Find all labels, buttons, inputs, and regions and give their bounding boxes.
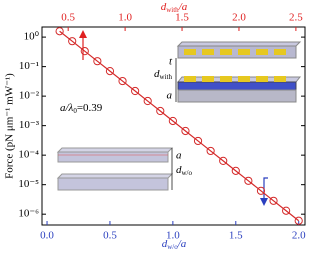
inset-label: dw/o xyxy=(176,164,193,177)
y-tick-label: 10⁻³ xyxy=(19,119,40,131)
x2-tick-label: 1.0 xyxy=(118,12,132,24)
data-point xyxy=(118,76,127,86)
data-point xyxy=(244,176,253,185)
x-tick-label: 0.0 xyxy=(40,230,54,242)
x-tick-label: 1.5 xyxy=(229,230,243,242)
x-tick-label: 1.0 xyxy=(166,230,180,242)
data-point xyxy=(269,196,278,205)
data-point xyxy=(105,66,115,76)
data-point xyxy=(193,136,203,146)
x-tick-label: 0.5 xyxy=(103,230,117,242)
data-point xyxy=(156,106,165,116)
annotation: a/λ0=0.39 xyxy=(60,102,103,115)
inset-label: dwith xyxy=(154,68,172,81)
inset-label: a xyxy=(167,90,173,102)
data-line xyxy=(59,30,300,222)
x-tick-label: 2.0 xyxy=(292,230,306,242)
data-point xyxy=(80,47,89,56)
y-tick-label: 10⁻⁴ xyxy=(18,149,39,161)
inset-label: a xyxy=(176,150,182,162)
data-point xyxy=(55,27,64,36)
data-point xyxy=(93,57,102,66)
inset-top: t dwith a xyxy=(154,41,302,103)
x2-axis-label: dwith/a xyxy=(161,1,188,14)
x2-tick-label: 2.5 xyxy=(289,12,303,24)
data-point xyxy=(206,146,215,156)
data-point xyxy=(231,166,240,175)
y-tick-label: 10⁰ xyxy=(24,31,40,43)
x2-tick-label: 0.5 xyxy=(61,12,75,24)
data-point xyxy=(256,186,266,195)
y-tick-label: 10⁻¹ xyxy=(19,60,39,72)
data-point xyxy=(143,96,152,106)
y-axis-label: Force (pN μm⁻¹ mW⁻¹) xyxy=(4,73,16,179)
y-tick-label: 10⁻⁵ xyxy=(18,178,39,190)
data-point xyxy=(181,126,190,136)
data-point xyxy=(282,206,291,215)
y-tick-label: 10⁻⁶ xyxy=(18,208,39,220)
data-point xyxy=(168,116,177,126)
x2-tick-label: 1.5 xyxy=(175,12,189,24)
inset-bottom: a dw/o xyxy=(56,147,193,191)
arrow-top xyxy=(79,30,87,60)
x2-tick-label: 2.0 xyxy=(232,12,246,24)
x-axis-label: dw/o/a xyxy=(162,238,187,251)
inset-label: t xyxy=(169,56,173,68)
data-point xyxy=(131,86,140,96)
y-tick-label: 10⁻² xyxy=(19,90,40,102)
data-point xyxy=(219,156,228,165)
data-point xyxy=(68,37,77,46)
data-point xyxy=(294,216,303,225)
